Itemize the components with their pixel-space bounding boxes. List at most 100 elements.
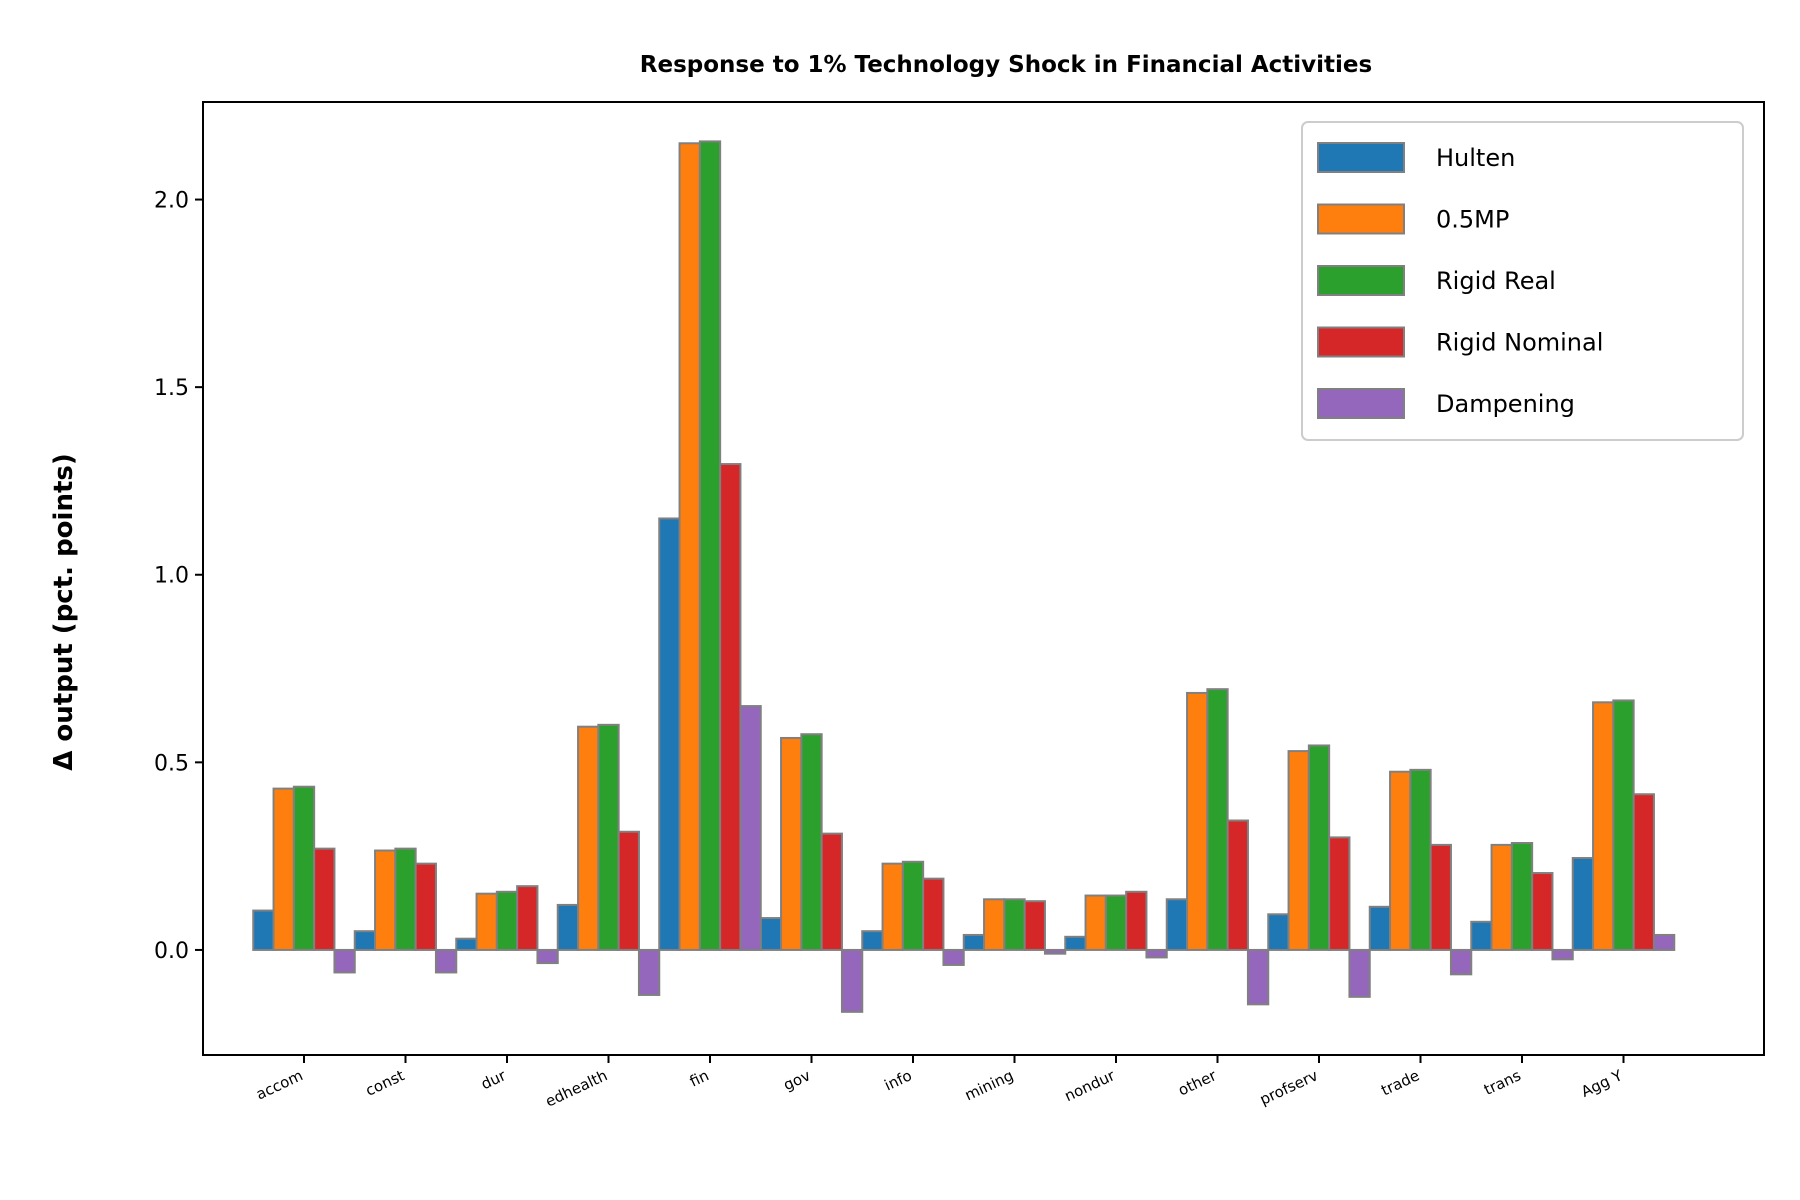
bar-rigid-real-const xyxy=(394,847,417,951)
bar-hulten-profserv xyxy=(1267,913,1290,951)
legend-label: 0.5MP xyxy=(1436,206,1509,234)
legend-swatch-0-5mp xyxy=(1317,203,1405,235)
y-tick-label: 1.5 xyxy=(154,376,189,401)
bar-rigid-real-accom xyxy=(292,785,316,951)
bar-dampening-edhealth xyxy=(637,948,661,996)
chart-title: Response to 1% Technology Shock in Finan… xyxy=(640,52,1372,78)
bar-rigid-real-dur xyxy=(495,890,519,951)
bar-0-5mp-agg-y xyxy=(1592,701,1615,951)
bar-dampening-accom xyxy=(333,948,356,974)
legend-box xyxy=(1301,121,1744,441)
bar-dampening-other xyxy=(1246,948,1270,1006)
y-tick-label: 1.0 xyxy=(154,564,189,589)
bar-rigid-real-nondur xyxy=(1104,894,1128,951)
x-tick-label: nondur xyxy=(1062,1066,1119,1105)
bar-dampening-gov xyxy=(840,948,864,1013)
x-tick-label: mining xyxy=(962,1066,1016,1104)
legend-swatch-hulten xyxy=(1317,142,1405,173)
bar-rigid-real-profserv xyxy=(1307,744,1331,951)
bar-rigid-nominal-trans xyxy=(1531,872,1554,951)
bar-0-5mp-fin xyxy=(678,142,701,951)
bar-dampening-fin xyxy=(739,705,762,951)
x-tick-label: info xyxy=(882,1066,915,1094)
legend-label: Dampening xyxy=(1436,390,1575,418)
bar-hulten-edhealth xyxy=(556,903,580,951)
y-axis-label: Δ output (pct. points) xyxy=(49,453,79,771)
x-tick-label: accom xyxy=(253,1066,305,1103)
x-tick-label: dur xyxy=(478,1066,509,1093)
bar-0-5mp-edhealth xyxy=(577,725,600,951)
x-tick-label: const xyxy=(363,1066,408,1100)
bar-rigid-real-other xyxy=(1206,688,1229,951)
bar-dampening-nondur xyxy=(1145,948,1168,959)
x-tick-label: profserv xyxy=(1257,1066,1321,1109)
bar-rigid-real-trans xyxy=(1510,842,1534,951)
x-tick-label: fin xyxy=(687,1066,712,1090)
legend: Hulten 0.5MP Rigid Real Rigid Nominal Dampen… xyxy=(1301,121,1744,441)
bar-0-5mp-mining xyxy=(983,898,1006,951)
bar-dampening-const xyxy=(434,948,458,974)
x-tick-label: trans xyxy=(1481,1066,1524,1099)
bars-group xyxy=(252,140,1676,1013)
x-tick-label: edhealth xyxy=(543,1066,611,1110)
y-tick-label: 0.5 xyxy=(154,751,189,776)
legend-swatch-rigid-real xyxy=(1317,265,1405,296)
bar-rigid-real-edhealth xyxy=(597,723,620,951)
bar-0-5mp-gov xyxy=(780,736,803,951)
bar-hulten-mining xyxy=(962,933,986,951)
bar-dampening-agg-y xyxy=(1652,933,1676,951)
bar-rigid-nominal-gov xyxy=(820,832,843,951)
x-tick-label: trade xyxy=(1378,1066,1422,1099)
bar-hulten-const xyxy=(353,930,377,951)
bar-dampening-mining xyxy=(1043,948,1067,955)
bar-dampening-profserv xyxy=(1348,948,1371,998)
bar-rigid-nominal-agg-y xyxy=(1632,793,1655,951)
bar-hulten-trade xyxy=(1368,905,1392,951)
bar-rigid-nominal-profserv xyxy=(1328,836,1351,951)
bar-hulten-fin xyxy=(658,517,681,951)
bar-hulten-other xyxy=(1165,898,1189,951)
bar-rigid-nominal-other xyxy=(1226,819,1249,951)
bar-0-5mp-accom xyxy=(272,787,295,951)
legend-label: Rigid Nominal xyxy=(1436,329,1603,357)
bar-rigid-nominal-const xyxy=(414,862,437,951)
bar-rigid-real-gov xyxy=(800,733,823,951)
legend-label: Rigid Real xyxy=(1436,267,1556,295)
x-tick-label: other xyxy=(1175,1066,1220,1100)
bar-0-5mp-dur xyxy=(475,892,498,951)
bar-rigid-nominal-mining xyxy=(1023,900,1046,951)
bar-rigid-nominal-dur xyxy=(516,885,539,951)
bar-0-5mp-other xyxy=(1186,691,1209,951)
x-tick-label: gov xyxy=(781,1066,814,1094)
bar-0-5mp-trade xyxy=(1389,770,1412,951)
bar-dampening-trade xyxy=(1449,948,1473,976)
bar-hulten-info xyxy=(861,930,884,951)
bar-hulten-nondur xyxy=(1064,935,1087,951)
bar-rigid-real-agg-y xyxy=(1612,699,1635,951)
bar-0-5mp-profserv xyxy=(1287,750,1310,951)
bar-hulten-trans xyxy=(1470,920,1493,951)
bar-rigid-nominal-edhealth xyxy=(617,830,640,951)
y-tick-label: 2.0 xyxy=(154,189,189,214)
bar-hulten-gov xyxy=(759,917,783,951)
bar-rigid-real-fin xyxy=(698,140,722,951)
bar-rigid-nominal-info xyxy=(922,877,945,951)
bar-rigid-nominal-trade xyxy=(1429,843,1452,951)
bar-rigid-nominal-accom xyxy=(313,847,336,951)
bar-hulten-dur xyxy=(455,937,478,951)
bar-dampening-trans xyxy=(1551,948,1574,961)
bar-0-5mp-nondur xyxy=(1084,894,1107,951)
legend-swatch-dampening xyxy=(1317,388,1405,419)
bar-rigid-real-info xyxy=(901,860,925,951)
bar-hulten-accom xyxy=(252,909,275,951)
bar-dampening-info xyxy=(942,948,965,966)
bar-0-5mp-const xyxy=(374,849,397,951)
y-tick-label: 0.0 xyxy=(154,939,189,964)
bar-rigid-real-mining xyxy=(1003,898,1026,951)
legend-label: Hulten xyxy=(1436,144,1515,172)
bar-rigid-real-trade xyxy=(1409,768,1432,951)
bar-hulten-agg-y xyxy=(1571,857,1595,951)
bar-rigid-nominal-fin xyxy=(719,463,742,951)
bar-0-5mp-info xyxy=(881,862,904,951)
